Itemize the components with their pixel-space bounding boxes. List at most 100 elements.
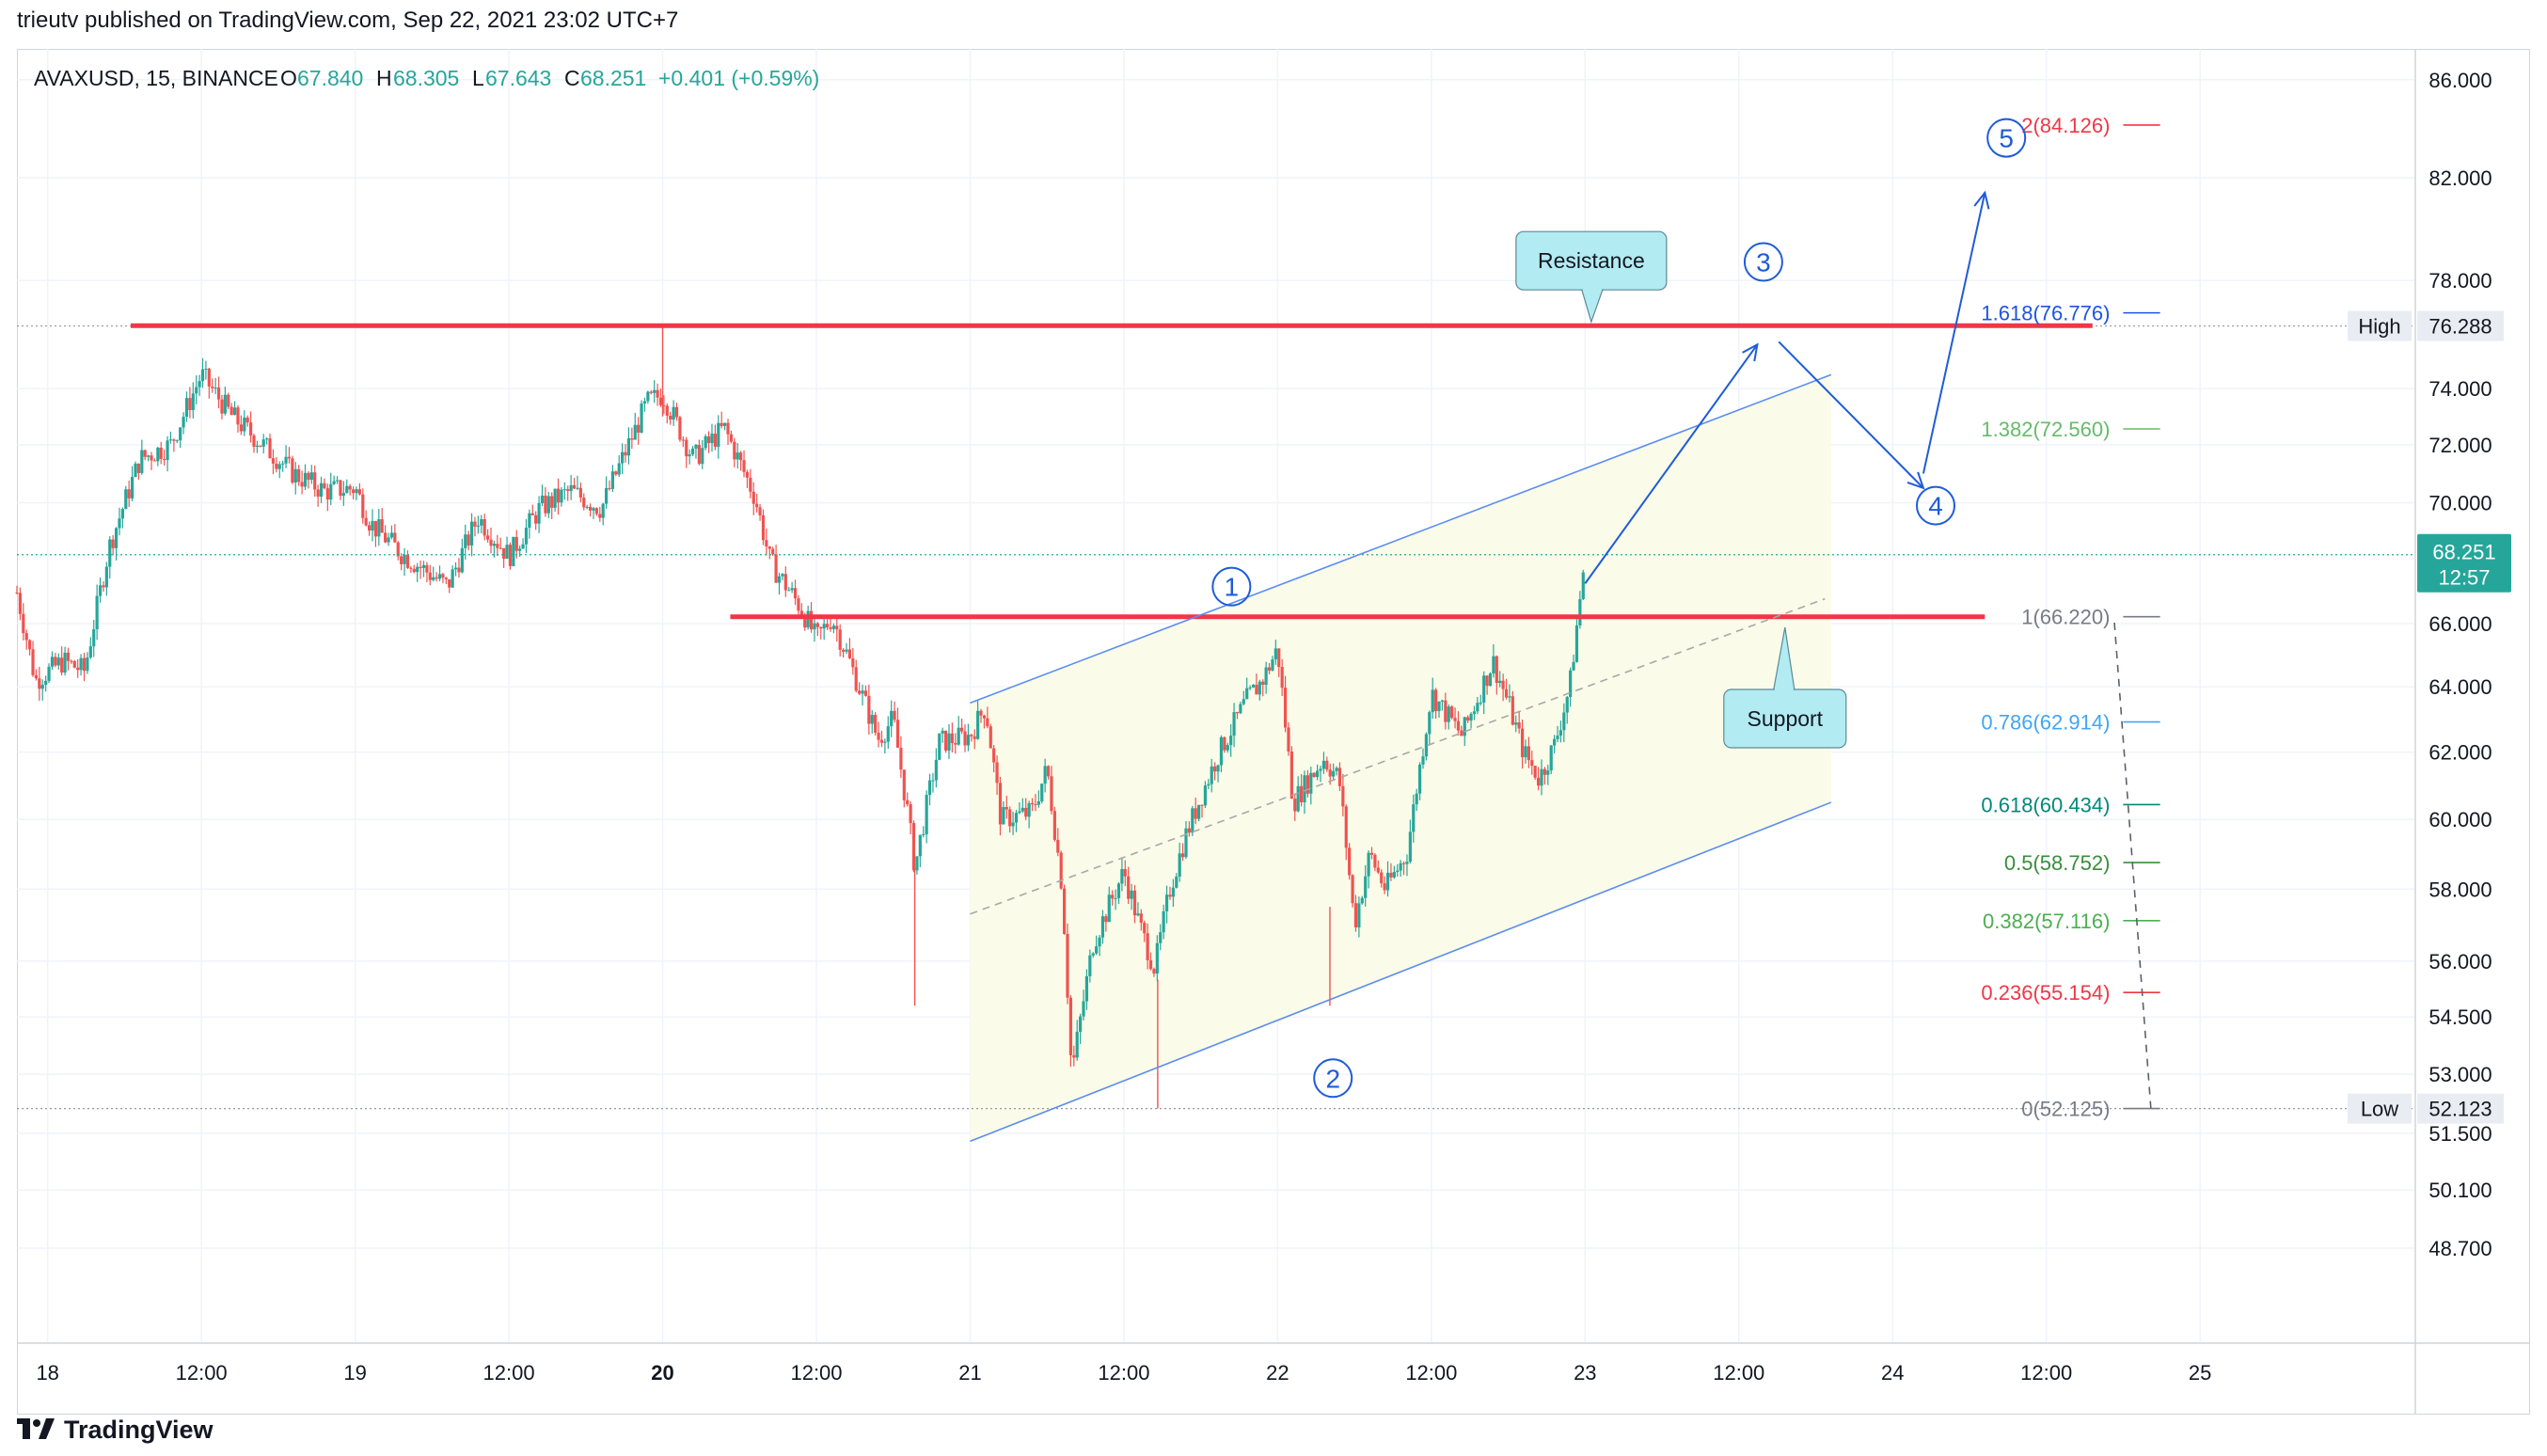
candle-body <box>211 386 214 388</box>
candle <box>63 646 67 676</box>
time-tick-label: 20 <box>651 1361 673 1385</box>
candle-body <box>662 404 666 406</box>
candle <box>605 476 609 509</box>
candle-body <box>1466 717 1470 721</box>
candle <box>204 360 208 380</box>
candle <box>111 534 115 556</box>
candle-body <box>409 567 413 569</box>
candle-body <box>1472 711 1477 714</box>
candle-body <box>1293 799 1297 812</box>
candle <box>1357 896 1361 938</box>
candle <box>464 524 467 561</box>
candle-body <box>489 539 493 546</box>
resistance-callout: Resistance <box>1515 230 1668 324</box>
candle <box>104 562 108 596</box>
fib-trend-line <box>2112 616 2152 1109</box>
candle-body <box>229 406 233 416</box>
candle <box>626 427 631 465</box>
candle <box>432 566 435 582</box>
candle-body <box>799 610 803 616</box>
candle-body <box>325 488 329 500</box>
candle-body <box>40 685 44 689</box>
candle-body <box>297 468 301 483</box>
candle-body <box>1444 700 1448 722</box>
candle <box>403 547 406 577</box>
candle <box>992 744 996 773</box>
candle-body <box>688 454 691 457</box>
candle-body <box>528 513 531 529</box>
candle-body <box>1072 1054 1076 1058</box>
candle-body <box>1476 703 1479 712</box>
candle-body <box>1277 648 1281 668</box>
time-tick-label: 12:00 <box>1098 1361 1149 1385</box>
candle-body <box>156 447 160 462</box>
candle <box>505 536 509 560</box>
candle <box>874 712 878 736</box>
candle-body <box>867 695 871 724</box>
candle-body <box>120 509 124 519</box>
candle <box>40 679 44 701</box>
candle <box>1546 765 1550 785</box>
candle <box>847 638 852 660</box>
candle <box>255 440 260 453</box>
wave-number: 2 <box>1325 1064 1340 1093</box>
candle-body <box>530 513 534 515</box>
candle-body <box>1034 804 1037 806</box>
support-callout: Support <box>1723 626 1847 749</box>
candle-body <box>1383 883 1386 891</box>
candle-body <box>1171 887 1175 897</box>
candle <box>60 646 64 676</box>
candle <box>1556 725 1559 743</box>
wave-label-3: 3 <box>1743 242 1783 282</box>
candle <box>248 411 253 443</box>
fib-level-label-0.786: 0.786(62.914) <box>1981 711 2110 735</box>
publisher-header: trieutv published on TradingView.com, Se… <box>17 8 679 33</box>
candle-body <box>1139 913 1143 924</box>
candle <box>239 415 243 435</box>
candle-body <box>1504 688 1509 698</box>
candle <box>781 572 784 580</box>
candle <box>1011 812 1015 835</box>
candle-body <box>838 629 842 650</box>
candle <box>50 651 55 670</box>
candle-body <box>232 407 237 416</box>
candle <box>1245 677 1249 700</box>
candle <box>502 547 506 568</box>
candle <box>886 716 890 750</box>
candle <box>1127 866 1131 905</box>
wave-circle <box>1313 1058 1353 1099</box>
candle <box>927 773 932 806</box>
channel-area <box>970 374 1831 1142</box>
candle <box>1488 672 1493 687</box>
candle-body <box>400 556 403 564</box>
candle <box>1136 902 1140 917</box>
candle-body <box>601 503 605 518</box>
candle-body <box>902 769 906 800</box>
candle <box>95 584 99 641</box>
candle <box>1095 935 1099 956</box>
candle <box>642 397 647 412</box>
candle-body <box>847 649 852 658</box>
candle-body <box>236 407 240 425</box>
candle <box>114 527 119 561</box>
candle-body <box>1146 933 1149 961</box>
candle <box>22 603 25 641</box>
candle-body <box>617 463 621 475</box>
candle <box>1498 671 1502 688</box>
tradingview-brand: TradingView <box>64 1415 214 1444</box>
candle-body <box>248 422 253 436</box>
candle <box>124 485 128 510</box>
candle-body <box>979 710 983 716</box>
candle <box>1046 765 1051 780</box>
tradingview-logo[interactable]: TradingView <box>17 1411 214 1448</box>
candle-body <box>621 451 625 464</box>
candle-body <box>931 780 935 782</box>
candle <box>783 566 787 597</box>
candle-body <box>1043 766 1047 784</box>
candle <box>1332 763 1336 780</box>
candle <box>1437 701 1441 718</box>
callout-text: Resistance <box>1538 248 1645 273</box>
candle-body <box>1005 807 1008 810</box>
candle-body <box>518 548 522 551</box>
